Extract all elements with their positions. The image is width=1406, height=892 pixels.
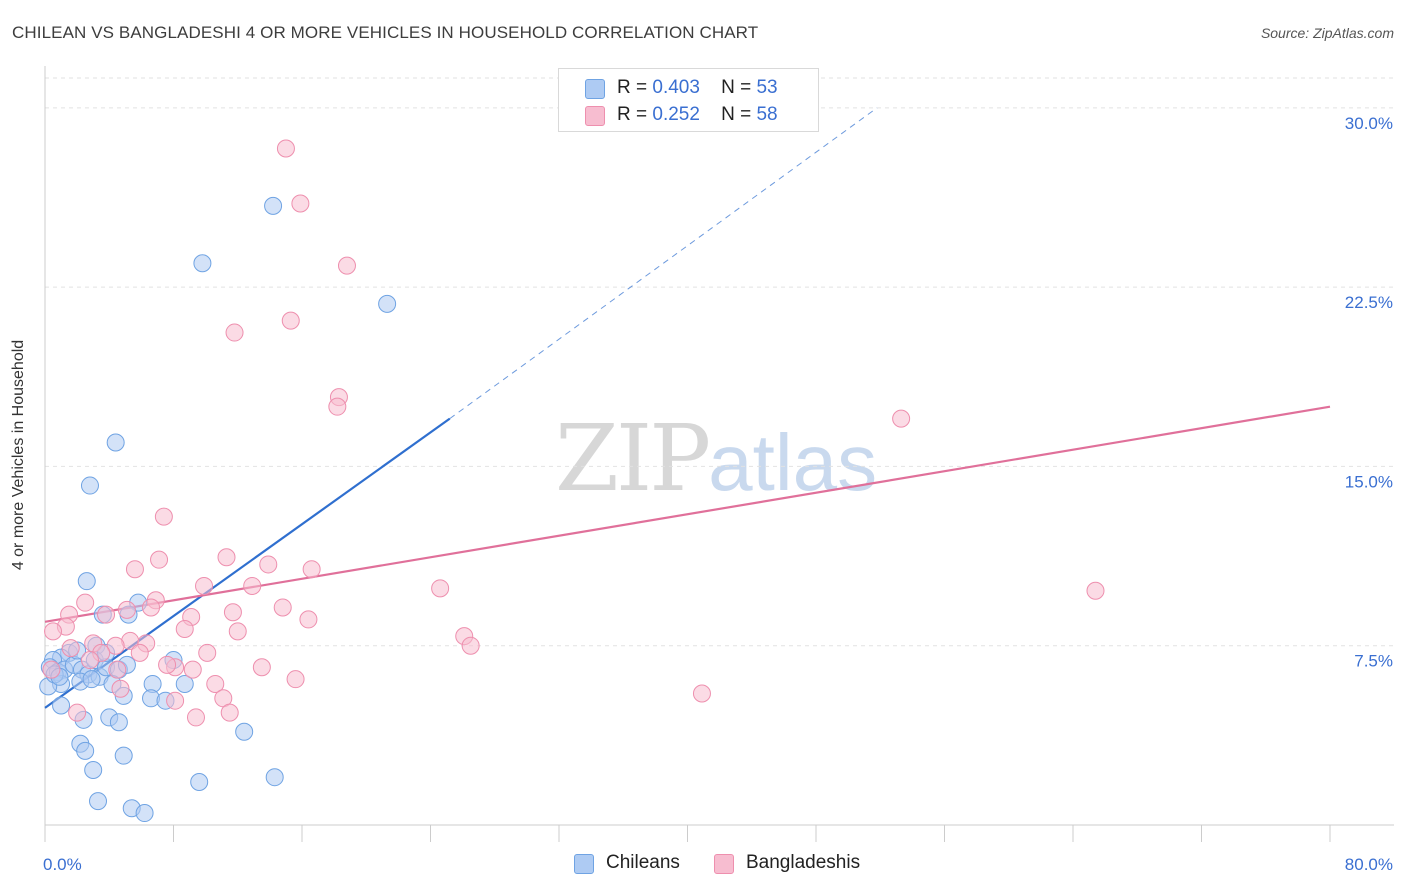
y-tick-label: 30.0% <box>1345 114 1393 133</box>
data-point <box>328 397 347 416</box>
series-chileans <box>39 196 397 823</box>
data-point <box>198 643 217 662</box>
data-point <box>166 691 185 710</box>
legend-r-value: 0.252 <box>652 104 700 125</box>
data-point <box>291 194 310 213</box>
data-point <box>206 674 225 693</box>
data-point <box>89 792 108 811</box>
data-point <box>175 619 194 638</box>
data-point <box>337 256 356 275</box>
data-point <box>186 708 205 727</box>
bottom-legend-swatch-bangladeshis <box>714 854 734 874</box>
bottom-legend-label-bangladeshis: Bangladeshis <box>746 852 861 873</box>
data-point <box>252 658 271 677</box>
grid <box>45 77 1394 647</box>
data-point <box>42 660 61 679</box>
data-point <box>235 722 254 741</box>
data-point <box>223 603 242 622</box>
trend-line <box>44 417 451 709</box>
data-point <box>1086 581 1105 600</box>
data-point <box>84 761 103 780</box>
data-point <box>106 433 125 452</box>
data-point <box>82 670 101 689</box>
data-point <box>154 507 173 526</box>
legend-n-value: 53 <box>756 77 778 98</box>
data-point <box>217 548 236 567</box>
data-point <box>225 323 244 342</box>
data-point <box>109 713 128 732</box>
data-point <box>243 576 262 595</box>
source-label: Source: ZipAtlas.com <box>1260 25 1394 41</box>
x-tick-label: 80.0% <box>1345 855 1393 874</box>
data-point <box>190 772 209 791</box>
trend-line-extension <box>449 107 878 420</box>
data-point <box>76 741 95 760</box>
data-point <box>431 579 450 598</box>
bottom-legend-label-chileans: Chileans <box>606 852 680 873</box>
legend-swatch-chileans <box>585 79 605 99</box>
data-point <box>281 311 300 330</box>
data-point <box>265 768 284 787</box>
series-bangladeshis <box>42 139 1105 727</box>
legend-n-label: N = <box>721 77 752 98</box>
data-point <box>80 651 99 670</box>
data-point <box>158 655 177 674</box>
data-point <box>302 560 321 579</box>
data-point <box>195 576 214 595</box>
y-tick-label: 15.0% <box>1345 472 1393 491</box>
data-point <box>130 643 149 662</box>
chart-title: CHILEAN VS BANGLADESHI 4 OR MORE VEHICLE… <box>12 23 759 42</box>
legend-n-value: 58 <box>756 104 778 125</box>
data-point <box>61 639 80 658</box>
data-point <box>44 622 63 641</box>
data-point <box>692 684 711 703</box>
y-tick-label: 7.5% <box>1354 652 1393 671</box>
legend-r-value: 0.403 <box>652 77 700 98</box>
data-point <box>125 560 144 579</box>
data-point <box>135 804 154 823</box>
data-point <box>461 636 480 655</box>
data-point <box>114 746 133 765</box>
legend-r-label: R = <box>617 77 648 98</box>
axes <box>44 66 1394 842</box>
correlation-legend: R = 0.403 N = 53 R = 0.252 N = 58 <box>558 68 819 132</box>
data-point <box>378 294 397 313</box>
data-point <box>76 593 95 612</box>
data-point <box>220 703 239 722</box>
data-point <box>108 660 127 679</box>
legend-swatch-bangladeshis <box>585 106 605 126</box>
data-point <box>892 409 911 428</box>
data-point <box>106 636 125 655</box>
bottom-legend-swatch-chileans <box>574 854 594 874</box>
data-point <box>111 679 130 698</box>
data-point <box>183 660 202 679</box>
data-point <box>276 139 295 158</box>
tick-labels: 7.5% 15.0% 22.5% 30.0% 0.0% 80.0% <box>43 114 1393 874</box>
data-point <box>273 598 292 617</box>
legend-r-label: R = <box>617 104 648 125</box>
data-point <box>299 610 318 629</box>
data-point <box>52 696 71 715</box>
data-point <box>142 598 161 617</box>
data-point <box>228 622 247 641</box>
data-point <box>286 670 305 689</box>
data-point <box>117 600 136 619</box>
legend-n-label: N = <box>721 104 752 125</box>
data-point <box>175 674 194 693</box>
data-point <box>193 254 212 273</box>
y-tick-label: 22.5% <box>1345 293 1393 312</box>
data-point <box>97 605 116 624</box>
trend-line <box>44 405 1331 623</box>
data-point <box>68 703 87 722</box>
data-point <box>264 196 283 215</box>
data-point <box>150 550 169 569</box>
data-point <box>259 555 278 574</box>
data-point <box>77 572 96 591</box>
data-point <box>80 476 99 495</box>
data-points <box>39 139 1105 823</box>
x-tick-label: 0.0% <box>43 855 82 874</box>
